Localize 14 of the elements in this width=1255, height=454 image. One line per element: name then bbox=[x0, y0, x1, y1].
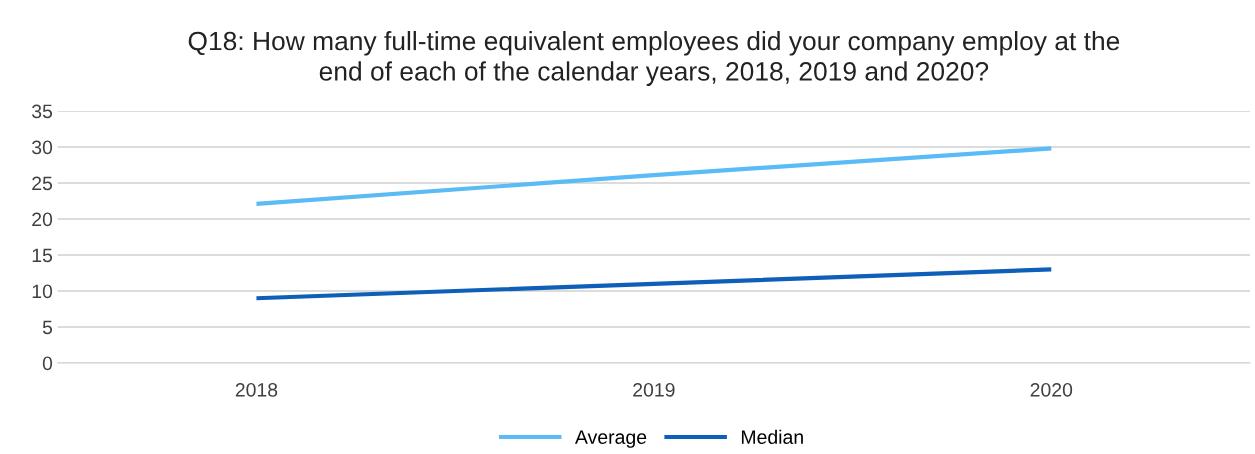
y-tick-label: 10 bbox=[32, 284, 53, 299]
y-tick-label: 20 bbox=[32, 212, 53, 227]
x-tick-label: 2019 bbox=[633, 382, 675, 397]
chart-title: Q18: How many full-time equivalent employees did your company employ at the end of each of the calendar years, 2018, 2019 and 2020? bbox=[188, 30, 1120, 86]
y-tick-label: 30 bbox=[31, 140, 53, 155]
legend-label: Average bbox=[574, 430, 647, 448]
y-tick-label: 0 bbox=[42, 356, 53, 371]
legend-label: Median bbox=[741, 429, 803, 445]
x-tick-label: 2020 bbox=[1030, 382, 1073, 397]
x-tick-label: 2018 bbox=[235, 382, 278, 397]
y-tick-label: 35 bbox=[31, 104, 53, 119]
y-tick-label: 15 bbox=[32, 248, 53, 263]
y-tick-label: 5 bbox=[42, 320, 53, 335]
y-tick-label: 25 bbox=[32, 176, 53, 191]
